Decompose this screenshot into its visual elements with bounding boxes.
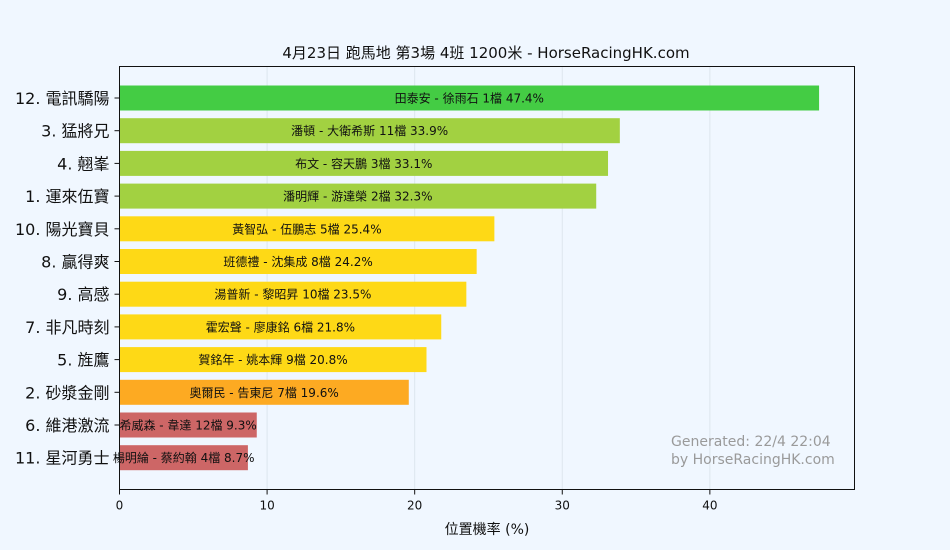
bar bbox=[119, 379, 409, 405]
x-tick-label: 10 bbox=[259, 499, 274, 513]
y-tick-label: 8. 贏得爽 bbox=[41, 253, 109, 272]
y-tick-label: 2. 砂漿金剛 bbox=[25, 383, 109, 402]
bar bbox=[119, 249, 477, 274]
bar bbox=[119, 118, 620, 144]
y-tick-label: 10. 陽光寶貝 bbox=[15, 220, 110, 239]
y-tick-label: 7. 非凡時刻 bbox=[25, 318, 109, 337]
bar-data-label: 賀銘年 - 姚本輝 9檔 20.8% bbox=[198, 352, 347, 367]
x-axis-label: 位置機率 (%) bbox=[445, 521, 530, 538]
y-tick-label: 11. 星河勇士 bbox=[15, 449, 110, 468]
bar-data-label: 潘明輝 - 游達榮 2檔 32.3% bbox=[283, 190, 432, 204]
y-tick-label: 5. 旌鷹 bbox=[57, 351, 109, 370]
y-tick-labels: 12. 電訊驕陽 3. 猛將兄 4. 翹峯 1. 運來伍寶 10. 陽光寶貝 8. 贏得爽… bbox=[15, 89, 120, 468]
bar-data-label: 奧爾民 - 告東尼 7檔 19.6% bbox=[189, 386, 338, 400]
x-tick-labels: 0 10 20 30 40 bbox=[116, 489, 718, 513]
bar bbox=[119, 150, 609, 176]
bar-data-label: 楊明綸 - 蔡約翰 4檔 8.7% bbox=[113, 450, 255, 465]
x-tick-label: 20 bbox=[407, 499, 422, 513]
watermark-generated: Generated: 22/4 22:04 bbox=[671, 434, 831, 450]
bar bbox=[119, 412, 257, 438]
x-tick-label: 30 bbox=[555, 499, 570, 513]
y-tick-label: 12. 電訊驕陽 bbox=[15, 89, 110, 108]
bar-data-label: 潘頓 - 大衛希斯 11檔 33.9% bbox=[291, 123, 448, 138]
y-tick-label: 3. 猛將兄 bbox=[41, 122, 109, 141]
bar-data-label: 班德禮 - 沈集成 8檔 24.2% bbox=[223, 254, 372, 269]
bar-data-label: 希威森 - 韋達 12檔 9.3% bbox=[119, 418, 256, 433]
bar bbox=[119, 216, 495, 242]
bars: 田泰安 - 徐雨石 1檔 47.4% 潘頓 - 大衛希斯 11檔 33.9% 布文 … bbox=[113, 85, 820, 471]
bar bbox=[119, 445, 248, 471]
y-tick-label: 1. 運來伍寶 bbox=[25, 187, 109, 206]
bar-data-label: 布文 - 容天鵬 3檔 33.1% bbox=[295, 156, 432, 171]
y-tick-label: 9. 高感 bbox=[57, 285, 109, 304]
plot-frame bbox=[119, 66, 855, 490]
y-tick-label: 4. 翹峯 bbox=[57, 154, 109, 173]
bar bbox=[119, 314, 442, 340]
bar bbox=[119, 85, 820, 111]
bar-data-label: 湯普新 - 黎昭昇 10檔 23.5% bbox=[214, 287, 371, 302]
bar-data-label: 霍宏聲 - 廖康銘 6檔 21.8% bbox=[206, 319, 355, 334]
watermark-site: by HorseRacingHK.com bbox=[671, 452, 835, 468]
x-tick-label: 40 bbox=[702, 499, 717, 513]
bar bbox=[119, 183, 597, 209]
bar bbox=[119, 281, 467, 307]
chart-title: 4月23日 跑馬地 第3場 4班 1200米 - HorseRacingHK.c… bbox=[282, 44, 689, 62]
bar-data-label: 田泰安 - 徐雨石 1檔 47.4% bbox=[395, 91, 544, 106]
y-tick-label: 6. 維港激流 bbox=[25, 416, 109, 435]
bar bbox=[119, 347, 427, 373]
x-tick-label: 0 bbox=[116, 499, 124, 513]
bar-data-label: 黃智弘 - 伍鵬志 5檔 25.4% bbox=[232, 221, 381, 236]
